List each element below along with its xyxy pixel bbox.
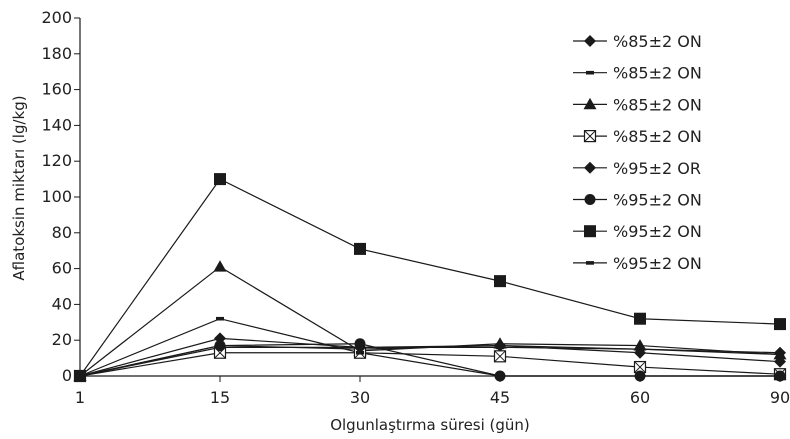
data-point-dash: [776, 374, 784, 378]
legend-item: %95±2 ON: [573, 191, 702, 210]
data-point-square: [494, 275, 506, 288]
data-point-dash: [76, 374, 84, 378]
y-tick-label: 200: [41, 8, 72, 27]
legend-label: %85±2 ON: [613, 32, 702, 51]
data-point-diamond: [494, 339, 506, 352]
legend-marker-circle: [584, 194, 596, 205]
legend-label: %85±2 ON: [613, 127, 702, 146]
data-point-diamond: [634, 346, 646, 359]
legend-item: %95±2 OR: [573, 159, 701, 178]
legend-item: %85±2 ON: [573, 127, 702, 146]
legend-item: %85±2 ON: [573, 95, 702, 114]
legend-label: %95±2 ON: [613, 222, 702, 241]
series-line: [79, 266, 781, 377]
legend-item: %85±2 ON: [573, 32, 702, 51]
y-tick-label: 120: [41, 151, 72, 170]
legend-marker-diamond: [584, 35, 596, 47]
x-axis-title: Olgunlaştırma süresi (gün): [330, 416, 530, 434]
data-point-dash: [216, 316, 224, 321]
y-tick-label: 20: [52, 330, 72, 349]
data-point-dash: [356, 350, 364, 355]
legend-label: %95±2 OR: [613, 159, 701, 178]
x-tick-label: 90: [770, 388, 790, 407]
data-point-square: [774, 318, 786, 331]
legend-label: %85±2 ON: [613, 95, 702, 114]
y-tick-label: 40: [52, 294, 72, 313]
x-tick-label: 30: [350, 388, 370, 407]
y-tick-label: 180: [41, 44, 72, 63]
legend-marker-triangle: [583, 97, 597, 110]
legend-label: %95±2 ON: [613, 254, 702, 273]
series-line: [79, 337, 781, 377]
legend-marker-dash: [586, 70, 594, 75]
legend-label: %85±2 ON: [613, 64, 702, 83]
series-line: [79, 346, 781, 377]
legend-item: %95±2 ON: [573, 254, 702, 273]
data-point-square: [634, 312, 646, 325]
data-point-boxed-x: [493, 350, 507, 363]
legend-marker-boxed-x: [583, 130, 597, 143]
data-point-square: [214, 173, 226, 186]
legend: %85±2 ON %85±2 ON %85±2 ON %85±2 ON %95±2 OR…: [573, 32, 702, 273]
x-tick-label: 60: [630, 388, 650, 407]
y-tick-label: 0: [62, 366, 72, 385]
boxed-x-stroke: [584, 130, 596, 142]
data-point-square: [354, 242, 366, 255]
x-tick-label: 15: [210, 388, 230, 407]
data-point-dash: [636, 374, 644, 378]
legend-item: %95±2 ON: [573, 222, 702, 241]
data-point-diamond: [774, 355, 786, 368]
series-line: [79, 343, 780, 377]
series-lines: [79, 178, 781, 377]
series-line: [79, 178, 781, 377]
boxed-x-stroke: [494, 350, 506, 363]
series-line: [79, 318, 780, 377]
y-axis-title: Aflatoksin miktarı (lg/kg): [10, 95, 28, 280]
series-line: [79, 352, 781, 377]
legend-marker-square: [584, 225, 596, 238]
data-point-triangle: [213, 260, 227, 272]
legend-marker-dash: [586, 261, 594, 265]
data-point-triangle: [773, 348, 787, 360]
y-tick-label: 60: [52, 259, 72, 278]
data-point-triangle: [633, 339, 647, 351]
legend-item: %85±2 ON: [573, 64, 702, 83]
y-tick-label: 80: [52, 223, 72, 242]
boxed-x-stroke: [634, 361, 646, 373]
y-tick-label: 140: [41, 115, 72, 134]
legend-marker-diamond: [584, 161, 596, 174]
data-point-dash: [496, 374, 504, 378]
series-markers: [73, 173, 787, 383]
y-tick-label: 160: [41, 80, 72, 99]
data-point-circle: [214, 340, 226, 352]
y-tick-label: 100: [41, 187, 72, 206]
data-point-circle: [354, 338, 366, 350]
x-tick-label: 45: [490, 388, 510, 407]
legend-label: %95±2 ON: [613, 191, 702, 210]
x-tick-label: 1: [75, 388, 85, 407]
